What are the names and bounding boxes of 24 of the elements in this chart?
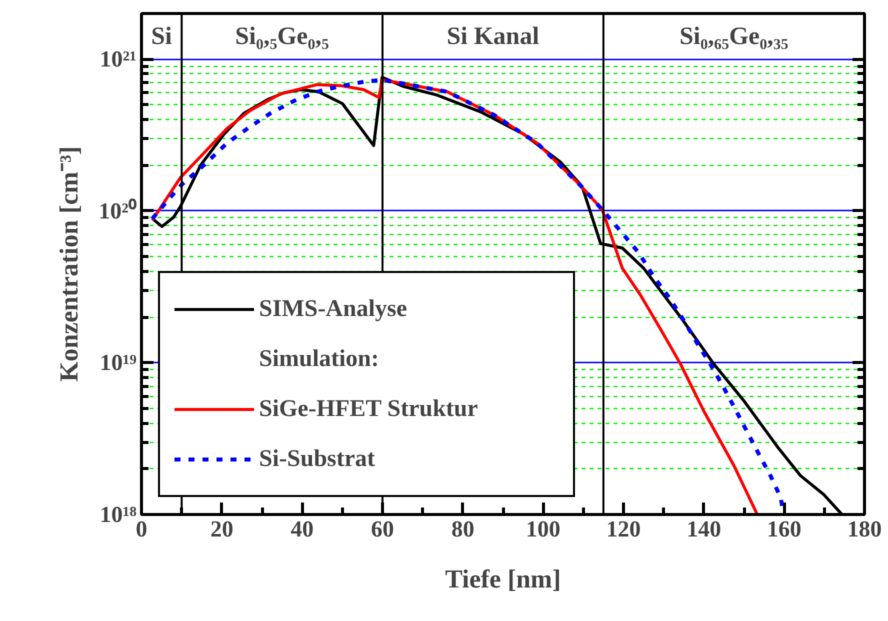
y-tick-label: 10¹⁹: [100, 350, 137, 376]
legend-label: Si-Substrat: [259, 444, 376, 474]
legend-label: SiGe-HFET Struktur: [259, 394, 479, 424]
annotation: Si₀,₅Ge₀,₅: [235, 22, 330, 50]
x-tick-label: 20: [210, 516, 234, 542]
annotation: Si₀,₆₅Ge₀,₃₅: [680, 22, 788, 50]
x-tick-label: 60: [371, 516, 394, 542]
x-tick-label: 180: [847, 516, 882, 542]
annotation: Si Kanal: [446, 22, 540, 50]
x-tick-label: 140: [686, 516, 722, 542]
x-tick-label: 0: [136, 516, 148, 542]
x-axis-title: Tiefe [nm]: [445, 564, 561, 594]
annotation: Simulation:: [259, 344, 380, 374]
y-axis-title: Konzentration [cm⁻³]: [54, 146, 84, 382]
legend-label: SIMS-Analyse: [259, 294, 408, 324]
x-tick-label: 100: [526, 516, 560, 542]
x-tick-label: 80: [451, 516, 474, 542]
x-tick-label: 160: [766, 516, 802, 542]
x-tick-label: 40: [290, 516, 314, 542]
y-tick-label: 10²¹: [100, 46, 137, 72]
y-tick-label: 10¹⁸: [100, 502, 137, 527]
x-tick-label: 120: [606, 516, 641, 542]
annotation: Si: [151, 22, 172, 50]
y-tick-label: 10²⁰: [98, 197, 138, 224]
